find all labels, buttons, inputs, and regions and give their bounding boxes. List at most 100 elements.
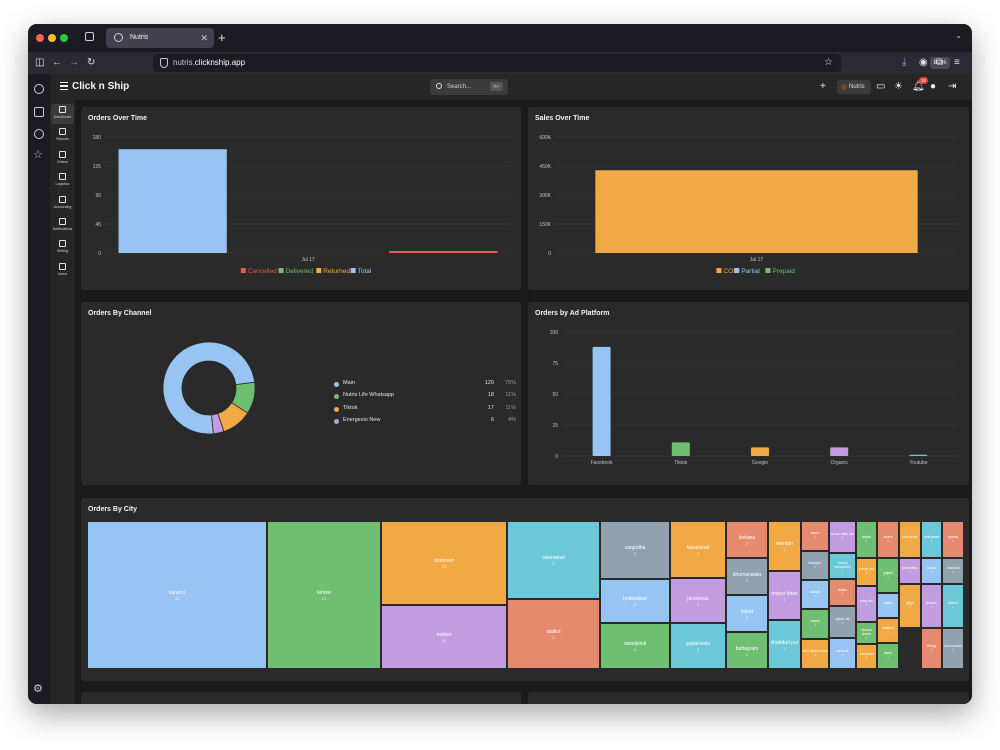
treemap-cell-label: dadu — [884, 651, 892, 655]
treemap-cell-chowk-azam[interactable]: chowk azam 1 — [856, 622, 877, 644]
sidebar-item-users[interactable]: Users — [51, 261, 74, 281]
treemap-cell-kasur[interactable]: kasur 1 — [801, 521, 829, 551]
bookmarks-star-icon[interactable]: ☆ — [33, 149, 43, 161]
gear-icon[interactable]: ⚙ — [33, 683, 43, 695]
treemap-cell-pakpattan[interactable]: pakpattan 1 — [899, 558, 921, 584]
chevron-down-icon[interactable]: ⌄ — [955, 31, 962, 40]
treemap-cell-dera-ismail[interactable]: dera ismail 1 — [942, 628, 964, 669]
sidebar-item-dashboard[interactable]: Dashboard — [51, 104, 74, 124]
reload-icon[interactable]: ↻ — [87, 57, 96, 68]
search-input[interactable]: Search... ⌘F — [430, 79, 508, 95]
zoom-level-badge[interactable]: 80% — [930, 57, 950, 69]
menu-icon[interactable]: ≡ — [954, 57, 960, 68]
treemap-cell-chiniot[interactable]: chiniot 1 — [942, 584, 964, 628]
treemap-cell-quetta[interactable]: quetta 1 — [942, 521, 964, 558]
treemap-cell-hyderabad[interactable]: hyderabad 4 — [600, 579, 670, 623]
treemap-cell-sialkot[interactable]: sialkot 8 — [507, 599, 600, 669]
treemap-cell-mirpur-khas[interactable]: mirpur khas 1 — [768, 571, 801, 620]
treemap-cell-rahim-yar[interactable]: rahim yar 1 — [856, 558, 877, 586]
synced-tabs-icon[interactable] — [34, 107, 44, 117]
new-tab-button[interactable]: + — [218, 30, 226, 45]
maximize-window-button[interactable] — [60, 34, 68, 42]
treemap-cell-peshawar[interactable]: peshawar 1 — [921, 521, 942, 558]
sidebar-toggle-icon[interactable]: ◫ — [35, 57, 45, 68]
treemap-cell-islamabad[interactable]: islamabad 9 — [507, 521, 600, 599]
treemap-cell-gujrat[interactable]: gujrat 1 — [877, 558, 899, 593]
treemap-cell-gujranwala[interactable]: gujranwala 3 — [670, 623, 726, 669]
legend-row-tiktok[interactable]: Tiktok 17 11% — [334, 405, 516, 415]
treemap-cell-swabi[interactable]: swabi 1 — [801, 609, 829, 639]
treemap-cell-nankana[interactable]: nankana 1 — [856, 644, 877, 669]
treemap-cell-okara[interactable]: okara 1 — [877, 521, 899, 558]
hamburger-menu-icon[interactable] — [60, 82, 68, 90]
treemap-cell-tando-allah-yar[interactable]: tando allah yar 1 — [829, 521, 856, 553]
treemap-cell-multan[interactable]: multan 10 — [381, 605, 507, 669]
treemap-cell-karachi[interactable]: karachi 33 — [87, 521, 267, 669]
bell-icon[interactable]: 🔔︎ — [912, 81, 925, 92]
treemap-cell-chakwal[interactable]: chakwal 1 — [942, 558, 964, 584]
sidebar-item-reports[interactable]: Reports — [51, 126, 74, 146]
sidebar-item-orders[interactable]: Orders — [51, 149, 74, 169]
treemap-cell-dadu[interactable]: dadu 1 — [877, 643, 899, 669]
sidebar-item-notifications[interactable]: Notifications — [51, 216, 74, 236]
treemap-cell-jhelum[interactable]: jhelum 1 — [921, 584, 942, 628]
tab-nutris[interactable]: Nutris ✕ — [106, 28, 214, 48]
treemap-cell-battagram[interactable]: battagram 2 — [726, 632, 768, 669]
treemap-cell-upper-dir[interactable]: upper dir 1 — [829, 606, 856, 638]
y-tick-label: 135 — [93, 164, 102, 170]
treemap-cell-thang[interactable]: thang 1 — [921, 628, 942, 669]
sidebar-item-setting[interactable]: Setting — [51, 238, 74, 258]
treemap-cell-gilgit[interactable]: gilgit 1 — [899, 584, 921, 628]
treemap-cell-shahdad-pur[interactable]: shahdad pur 1 — [768, 620, 801, 669]
treemap-cell-label: gujranwala — [685, 641, 711, 647]
treemap-cell-hasilpur[interactable]: hasilpur 1 — [877, 618, 899, 643]
treemap-cell-sargodha[interactable]: sargodha 5 — [600, 521, 670, 579]
legend-row-energexio-new[interactable]: Energexio New 6 4% — [334, 417, 516, 427]
treemap-cell-taxila[interactable]: taxila 1 — [877, 593, 899, 618]
forward-arrow-icon[interactable]: → — [69, 57, 79, 68]
legend-swatch-partial — [734, 268, 740, 273]
store-selector[interactable]: Nutris — [837, 80, 871, 94]
sidebar-item-accounting[interactable]: Accounting — [51, 194, 74, 214]
settings-icon — [59, 240, 66, 248]
treemap-cell-rawalpindi[interactable]: rawalpindi 4 — [600, 623, 670, 669]
add-icon[interactable]: + — [820, 81, 826, 92]
close-window-button[interactable] — [36, 34, 44, 42]
download-icon[interactable]: ⤓ — [902, 57, 907, 68]
treemap-cell-khanewal[interactable]: khanewal 1 — [899, 521, 921, 558]
treemap-cell-lahore[interactable]: lahore 21 — [267, 521, 381, 669]
back-arrow-icon[interactable]: ← — [52, 57, 62, 68]
minimize-window-button[interactable] — [48, 34, 56, 42]
treemap-cell-daska[interactable]: daska 1 — [856, 521, 877, 558]
history-icon[interactable] — [34, 129, 44, 139]
treemap-cell-faisalabad[interactable]: faisalabad 4 — [670, 521, 726, 578]
treemap-cell-mandi-bahauddin[interactable]: mandi bahauddin 1 — [829, 553, 856, 579]
treemap-cell-toba-tek[interactable]: toba tek 1 — [856, 586, 877, 622]
tab-close-icon[interactable]: ✕ — [200, 33, 208, 43]
treemap-cell-kohat[interactable]: kohat 2 — [726, 595, 768, 632]
treemap-cell-larkana[interactable]: larkana 2 — [726, 521, 768, 558]
treemap-cell-unknown[interactable]: Unknown 13 — [381, 521, 507, 605]
treemap-cell-attock[interactable]: attock 1 — [921, 558, 942, 584]
user-profile-icon[interactable]: ● — [930, 81, 937, 92]
tab-overview-icon[interactable] — [85, 32, 94, 41]
treemap-cell-jaranwala[interactable]: jaranwala 3 — [670, 578, 726, 623]
treemap-cell-khairpur[interactable]: khairpur 1 — [801, 551, 829, 580]
logout-icon[interactable]: ⇥ — [948, 81, 957, 92]
bookmark-star-icon[interactable]: ☆ — [824, 57, 833, 68]
treemap-cell-sukkur[interactable]: sukkur 1 — [801, 580, 829, 609]
treemap-cell-fazilia[interactable]: fazilia 1 — [829, 579, 856, 606]
treemap-cell-sahiwal[interactable]: sahiwal 1 — [829, 638, 856, 669]
extensions-icon[interactable]: ⧉ — [936, 57, 944, 68]
url-bar[interactable]: nutris.clicknship.app 80% ☆ — [153, 54, 950, 72]
treemap-cell-dera-ghazi-khan[interactable]: dera ghazi khan 1 — [801, 639, 829, 669]
treemap-cell-mardan[interactable]: mardan 2 — [768, 521, 801, 571]
legend-row-main[interactable]: Main 120 75% — [334, 380, 516, 390]
treemap-cell-khurrianwala[interactable]: khurrianwala 2 — [726, 558, 768, 595]
account-icon[interactable]: ◉ — [919, 57, 928, 68]
theme-sun-icon[interactable]: ☀ — [894, 81, 903, 92]
ai-chat-icon[interactable] — [34, 84, 44, 94]
window-icon[interactable]: ▭ — [876, 81, 886, 92]
legend-row-nutris-life-whatsapp[interactable]: Nutris Life Whatsapp 18 11% — [334, 392, 516, 402]
sidebar-item-logistics[interactable]: Logistics — [51, 171, 74, 191]
